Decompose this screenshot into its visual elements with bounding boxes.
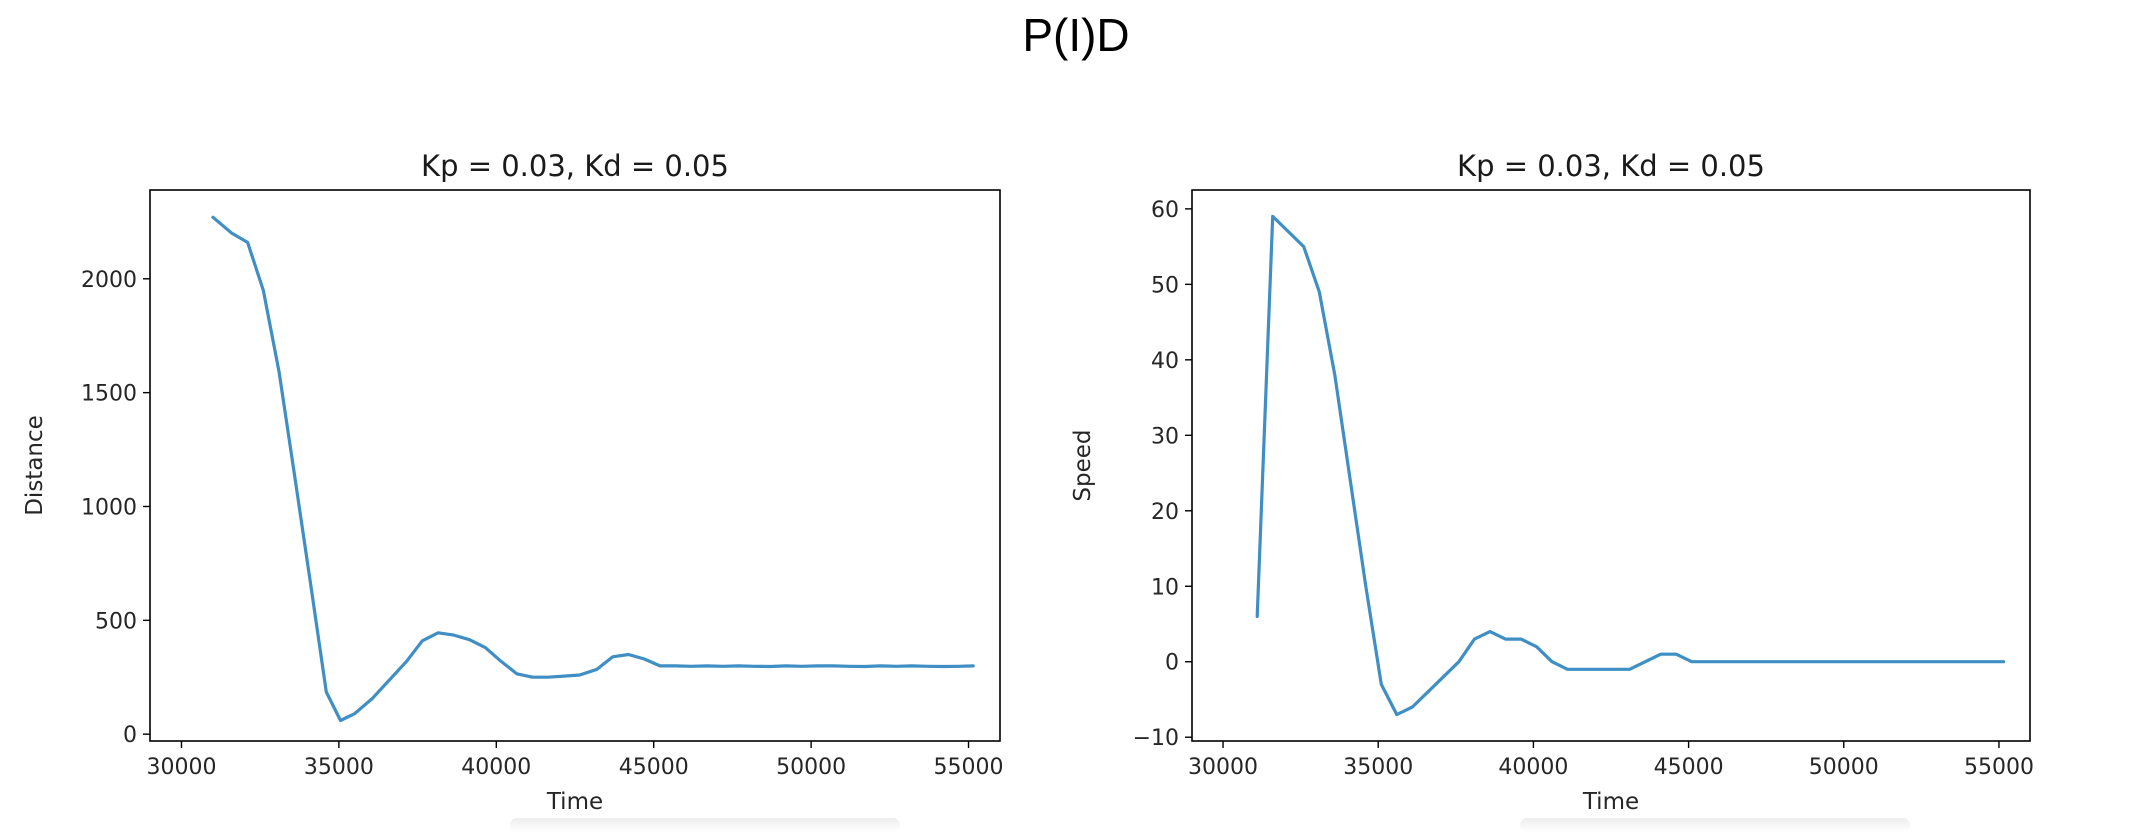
plot-frame bbox=[1191, 189, 2031, 742]
y-tick-label: 40 bbox=[1151, 349, 1179, 374]
x-tick-label: 30000 bbox=[1188, 755, 1258, 780]
x-tick-label: 55000 bbox=[1964, 755, 2034, 780]
x-tick-label: 50000 bbox=[776, 755, 846, 780]
y-tick-label: 1500 bbox=[81, 382, 137, 407]
chart-title: Kp = 0.03, Kd = 0.05 bbox=[421, 149, 729, 183]
speed-chart: 30000 35000 40000 45000 50000 55000 −10 0 10 20 30… bbox=[1070, 149, 2034, 815]
y-tick-label: 30 bbox=[1151, 424, 1179, 449]
x-tick-label: 50000 bbox=[1809, 755, 1879, 780]
y-tick-label: −10 bbox=[1133, 726, 1179, 751]
chart-title: Kp = 0.03, Kd = 0.05 bbox=[1457, 149, 1765, 183]
page-title: P(I)D bbox=[1022, 9, 1130, 61]
x-tick-label: 35000 bbox=[1343, 755, 1413, 780]
y-tick-label: 10 bbox=[1151, 575, 1179, 600]
plot-frame bbox=[149, 189, 1001, 742]
bottom-shadow-right bbox=[1520, 818, 1910, 832]
bottom-shadow-left bbox=[510, 818, 900, 832]
x-tick-label: 35000 bbox=[304, 755, 374, 780]
y-tick-label: 0 bbox=[1165, 651, 1179, 676]
y-tick-label: 0 bbox=[123, 723, 137, 748]
series-line bbox=[211, 215, 975, 723]
x-tick-label: 40000 bbox=[1498, 755, 1568, 780]
x-tick-label: 30000 bbox=[146, 755, 216, 780]
y-tick-label: 500 bbox=[95, 609, 137, 634]
y-tick-label: 60 bbox=[1151, 198, 1179, 223]
series-line bbox=[1255, 214, 2006, 717]
distance-chart: 30000 35000 40000 45000 50000 55000 0 500 1000 15… bbox=[22, 149, 1004, 815]
y-tick-label: 2000 bbox=[81, 268, 137, 293]
x-tick-label: 45000 bbox=[1654, 755, 1724, 780]
x-tick-label: 40000 bbox=[461, 755, 531, 780]
y-tick-label: 20 bbox=[1151, 500, 1179, 525]
y-tick-label: 50 bbox=[1151, 273, 1179, 298]
y-tick-label: 1000 bbox=[81, 495, 137, 520]
y-axis-label-distance: Distance bbox=[22, 415, 48, 516]
y-axis-label-speed: Speed bbox=[1070, 429, 1096, 501]
x-axis-label: Time bbox=[546, 789, 603, 815]
x-tick-label: 45000 bbox=[619, 755, 689, 780]
x-axis-label: Time bbox=[1582, 789, 1639, 815]
x-tick-label: 55000 bbox=[934, 755, 1004, 780]
